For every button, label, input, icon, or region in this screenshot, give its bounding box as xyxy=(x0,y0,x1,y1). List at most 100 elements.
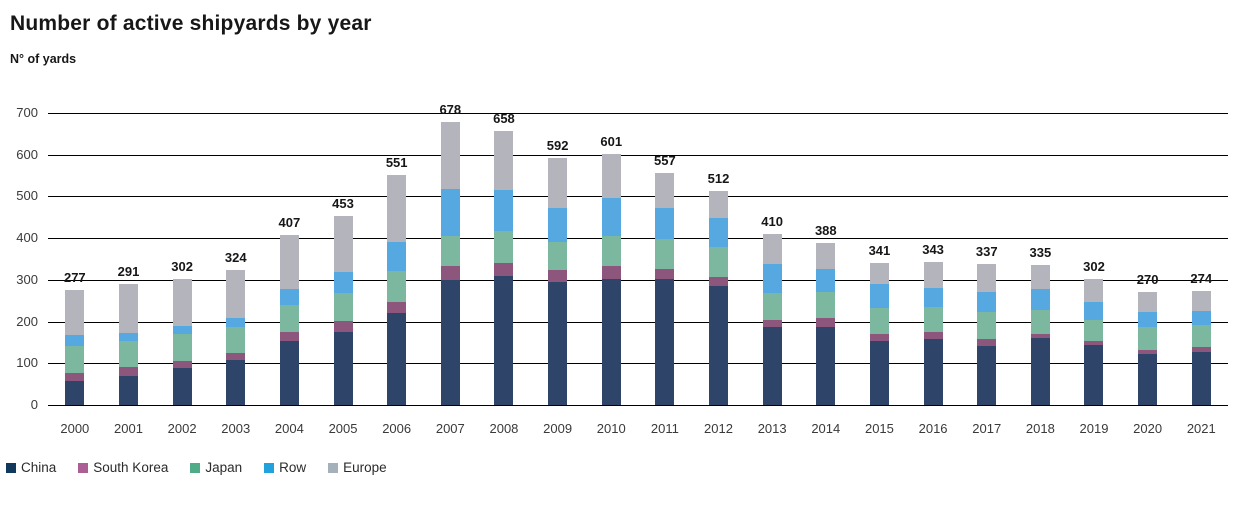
bar-slot-2016: 343 xyxy=(906,113,960,405)
x-axis-label-2021: 2021 xyxy=(1186,421,1216,436)
x-axis-label-2013: 2013 xyxy=(757,421,787,436)
bar-segment-south-korea-2003 xyxy=(226,352,246,360)
bar-segment-south-korea-2014 xyxy=(816,318,836,327)
y-axis-tick-200: 200 xyxy=(16,313,38,329)
bar-total-label-2018: 335 xyxy=(1029,245,1052,261)
y-axis-tick-600: 600 xyxy=(16,146,38,162)
bar-total-label-2003: 324 xyxy=(224,249,247,265)
bar-total-label-2007: 678 xyxy=(439,102,462,118)
bar-segment-china-2006 xyxy=(387,312,407,405)
bar-segment-japan-2009 xyxy=(548,242,568,271)
chart-legend: China South Korea Japan Row Europe xyxy=(6,460,387,475)
gridline-300 xyxy=(48,279,1228,281)
bar-segment-row-2006 xyxy=(387,242,407,271)
bar-total-label-2013: 410 xyxy=(761,214,783,230)
bar-total-label-2015: 341 xyxy=(868,242,891,258)
bar-segment-south-korea-2019 xyxy=(1084,341,1104,346)
bar-segment-row-2003 xyxy=(226,317,246,328)
bar-total-label-2001: 291 xyxy=(117,263,140,279)
stacked-bar-2004 xyxy=(279,235,299,405)
bar-segment-japan-2000 xyxy=(65,345,85,373)
x-axis-label-2002: 2002 xyxy=(167,421,197,436)
bar-segment-row-2005 xyxy=(333,272,353,294)
bar-segment-europe-2021 xyxy=(1191,290,1211,311)
bar-segment-row-2010 xyxy=(601,198,621,237)
bar-segment-row-2009 xyxy=(548,207,568,243)
x-axis-label-2008: 2008 xyxy=(489,421,519,436)
x-axis-label-2006: 2006 xyxy=(382,421,412,436)
bar-segment-south-korea-2010 xyxy=(601,266,621,280)
bar-segment-japan-2016 xyxy=(923,307,943,333)
bar-segment-south-korea-2008 xyxy=(494,262,514,276)
x-axis-label-2003: 2003 xyxy=(221,421,251,436)
bar-segment-europe-2008 xyxy=(494,130,514,191)
bar-segment-south-korea-2007 xyxy=(440,266,460,280)
bar-segment-south-korea-2004 xyxy=(279,332,299,342)
bar-segment-south-korea-2017 xyxy=(977,338,997,346)
bar-segment-south-korea-2012 xyxy=(709,276,728,287)
bar-segment-china-2012 xyxy=(709,286,728,405)
y-axis-tick-100: 100 xyxy=(16,355,38,371)
stacked-bar-2007 xyxy=(440,122,460,405)
stacked-bar-2003 xyxy=(226,269,246,405)
bar-slot-2019: 302 xyxy=(1067,113,1121,405)
stacked-bar-2013 xyxy=(762,234,782,405)
bar-segment-japan-2013 xyxy=(762,292,782,320)
bar-slot-2012: 512 xyxy=(692,113,746,405)
bar-segment-europe-2015 xyxy=(869,262,889,284)
stacked-bar-2021 xyxy=(1191,290,1211,405)
legend-swatch-japan xyxy=(190,462,201,473)
bar-segment-europe-2006 xyxy=(387,175,407,243)
bar-segment-row-2012 xyxy=(709,217,728,247)
bar-segment-south-korea-2018 xyxy=(1030,333,1050,338)
bar-segment-china-2005 xyxy=(333,331,353,405)
bar-total-label-2004: 407 xyxy=(278,215,301,231)
bar-segment-row-2000 xyxy=(65,335,85,346)
bar-segment-south-korea-2005 xyxy=(333,320,353,332)
stacked-bar-2014 xyxy=(816,243,836,405)
bar-segment-south-korea-2001 xyxy=(118,367,138,376)
gridline-0 xyxy=(48,405,1228,406)
x-axis-label-2015: 2015 xyxy=(864,421,894,436)
x-axis-label-2014: 2014 xyxy=(811,421,841,436)
bar-total-label-2014: 388 xyxy=(814,223,837,239)
bar-segment-europe-2011 xyxy=(655,172,675,208)
bar-segment-china-2000 xyxy=(65,381,85,405)
bar-segment-europe-2000 xyxy=(65,289,85,336)
bar-segment-japan-2012 xyxy=(709,246,728,277)
bar-slot-2021: 274 xyxy=(1174,113,1228,405)
x-axis-label-2011: 2011 xyxy=(650,421,679,436)
legend-item-south-korea: South Korea xyxy=(78,460,168,475)
bar-segment-row-2013 xyxy=(762,263,782,293)
bar-slot-2005: 453 xyxy=(316,113,370,405)
stacked-bar-2018 xyxy=(1030,265,1050,405)
bar-total-label-2008: 658 xyxy=(493,110,515,126)
legend-swatch-china xyxy=(6,462,16,473)
stacked-bar-2019 xyxy=(1084,279,1104,405)
stacked-bar-2016 xyxy=(923,261,943,405)
bar-segment-europe-2013 xyxy=(762,234,782,264)
bar-slot-2001: 291 xyxy=(102,113,156,405)
stacked-bar-2011 xyxy=(655,172,675,405)
bar-total-label-2012: 512 xyxy=(707,171,730,187)
bar-segment-europe-2016 xyxy=(923,261,943,288)
legend-label-europe: Europe xyxy=(343,460,387,475)
legend-swatch-europe xyxy=(328,462,339,473)
bar-segment-row-2001 xyxy=(118,332,138,341)
bar-segment-china-2008 xyxy=(494,275,514,405)
bar-slot-2013: 410 xyxy=(745,113,799,405)
bar-segment-row-2017 xyxy=(977,292,997,313)
stacked-bar-2020 xyxy=(1138,292,1158,405)
bar-segment-japan-2019 xyxy=(1084,320,1104,342)
gridline-500 xyxy=(48,196,1228,198)
bar-segment-japan-2017 xyxy=(977,312,997,339)
bar-slot-2015: 341 xyxy=(853,113,907,405)
bar-total-label-2021: 274 xyxy=(1190,270,1213,286)
bar-slot-2011: 557 xyxy=(638,113,692,405)
x-axis-label-2001: 2001 xyxy=(114,421,143,436)
stacked-bar-2006 xyxy=(387,175,407,405)
stacked-bar-2008 xyxy=(494,130,514,405)
bar-segment-japan-2006 xyxy=(387,270,407,303)
gridline-200 xyxy=(48,321,1228,323)
bar-segment-japan-2015 xyxy=(869,307,889,334)
